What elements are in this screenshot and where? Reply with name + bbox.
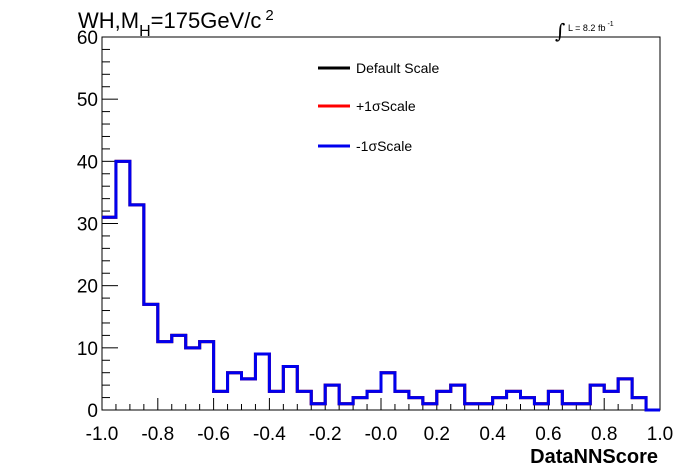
x-tick-label: 0.2 <box>424 424 450 445</box>
x-tick-label: -0.4 <box>253 424 286 445</box>
y-tick-label: 50 <box>77 90 98 111</box>
y-tick-label: 40 <box>77 152 98 173</box>
x-tick-label: 1.0 <box>647 424 673 445</box>
legend-label-minus1sigma: -1σScale <box>356 138 412 154</box>
legend-label-default: Default Scale <box>356 60 439 76</box>
x-tick-label: -0.8 <box>141 424 174 445</box>
title-subscript: H <box>139 23 151 40</box>
luminosity-label: L = 8.2 fb -1 <box>568 21 614 33</box>
x-tick-label: -0.6 <box>197 424 230 445</box>
y-axis: 0 10 20 30 40 50 60 <box>77 28 118 422</box>
legend-label-plus1sigma: +1σScale <box>356 98 416 114</box>
x-tick-label: -0.0 <box>365 424 398 445</box>
series-minus1sigma-scale <box>102 159 660 412</box>
y-tick-label: 30 <box>77 215 98 236</box>
x-tick-label: 0.6 <box>535 424 561 445</box>
x-tick-label: -1.0 <box>86 424 119 445</box>
x-tick-label: -0.2 <box>309 424 342 445</box>
legend: Default Scale +1σScale -1σScale <box>318 60 439 154</box>
title-mid: =175GeV/c <box>151 8 262 33</box>
x-axis-title: DataNNScore <box>530 446 658 468</box>
histogram-series <box>102 159 660 412</box>
x-tick-label: 0.8 <box>591 424 617 445</box>
integral-symbol: ∫ <box>555 19 565 43</box>
title-main: WH,M <box>78 8 139 33</box>
x-tick-label: 0.4 <box>479 424 506 445</box>
plot-frame <box>101 36 661 411</box>
x-axis: -1.0 -0.8 -0.6 -0.4 -0.2 -0.0 0.2 0.4 0.6 0.8 1.0 <box>86 398 673 445</box>
y-tick-label: 0 <box>87 401 98 422</box>
y-tick-label: 20 <box>77 277 98 298</box>
chart-title: WH,MH=175GeV/c 2 <box>78 7 274 40</box>
luminosity-text: L = 8.2 fb <box>568 23 605 33</box>
y-tick-label: 10 <box>77 339 98 360</box>
title-superscript: 2 <box>265 7 273 24</box>
luminosity-superscript: -1 <box>607 21 613 28</box>
y-tick-label: 60 <box>77 28 98 49</box>
